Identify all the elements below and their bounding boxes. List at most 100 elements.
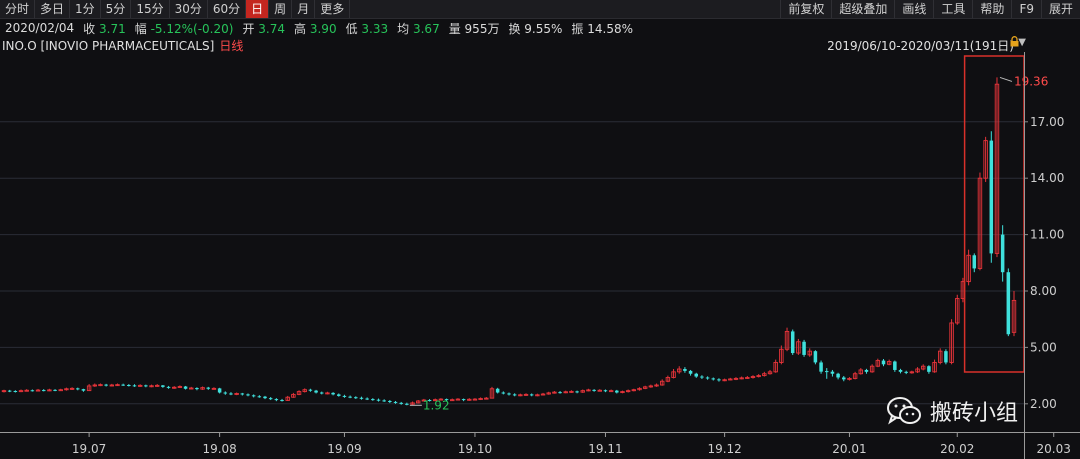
candle-body [195, 388, 199, 390]
tab-1[interactable]: 多日 [35, 0, 71, 18]
tab-0[interactable]: 分时 [0, 0, 36, 18]
candle-body [455, 398, 461, 401]
highlight-box [963, 55, 1025, 373]
tab-3[interactable]: 5分 [101, 0, 132, 18]
wechat-icon [887, 397, 921, 425]
candle-body [529, 394, 534, 396]
candle-body [507, 393, 511, 395]
candle-body [813, 351, 818, 363]
dropdown-triangle-icon[interactable]: ▼ [1018, 37, 1026, 48]
candle-body [206, 387, 211, 389]
candle-body [127, 385, 131, 386]
candle-body [92, 384, 97, 387]
candle-body [784, 330, 790, 350]
candle-body [615, 390, 619, 393]
toolbar-menu-1[interactable]: 超级叠加 [831, 0, 894, 18]
candle-body [382, 400, 386, 402]
candle-body [489, 388, 495, 399]
candle-body [994, 83, 1000, 254]
candle-body [189, 387, 194, 390]
tab-5[interactable]: 30分 [170, 0, 208, 18]
tab-8[interactable]: 周 [269, 0, 293, 18]
candle-body [625, 390, 631, 393]
candle-body [1011, 299, 1017, 333]
candle-body [280, 400, 284, 402]
x-tick-label: 19.12 [707, 442, 741, 456]
candle-body [229, 393, 233, 395]
candle-body [200, 387, 205, 390]
candle-body [739, 377, 744, 380]
candle-body [251, 395, 256, 397]
toolbar-menu-2[interactable]: 画线 [894, 0, 933, 18]
open-label: 开 [242, 21, 255, 36]
tab-6[interactable]: 60分 [208, 0, 247, 18]
candle-body [76, 388, 80, 390]
candle-body [745, 377, 750, 379]
candle-body [620, 391, 625, 394]
x-tick-label: 19.11 [588, 442, 622, 456]
candle-body [683, 369, 687, 371]
tab-9[interactable]: 月 [292, 0, 316, 18]
candle-body [790, 331, 795, 354]
high-value: 3.90 [309, 21, 337, 36]
tab-2[interactable]: 1分 [70, 0, 101, 18]
min-price-label: 1.92 [423, 398, 450, 412]
toolbar-menu-0[interactable]: 前复权 [780, 0, 831, 18]
candle-body [86, 385, 92, 392]
candle-body [540, 393, 546, 396]
candle-body [484, 397, 489, 400]
candle-body [217, 388, 222, 393]
candle-body [359, 397, 364, 399]
candle-body [296, 391, 302, 395]
candle-body [319, 392, 324, 394]
candle-body [688, 370, 693, 374]
toolbar-menu-5[interactable]: F9 [1011, 0, 1041, 18]
tab-7[interactable]: 日 [246, 0, 270, 18]
toolbar-menu-6[interactable]: 展开 [1040, 0, 1080, 18]
candle-body [881, 360, 886, 365]
low-label: 低 [345, 21, 358, 36]
candle-body [659, 380, 665, 386]
x-tick-label: 20.03 [1037, 442, 1071, 456]
amplitude-value: 14.58% [587, 21, 634, 36]
candle-body [331, 392, 335, 395]
date-range[interactable]: 2019/06/10-2020/03/11(191日) [827, 39, 1014, 53]
candle-body [166, 386, 171, 388]
candle-body [399, 402, 403, 404]
candle-body [69, 387, 75, 390]
candle-body [410, 402, 415, 405]
toolbar-menu-4[interactable]: 帮助 [972, 0, 1011, 18]
candle-body [983, 140, 988, 179]
candle-body [819, 362, 823, 372]
candle-body [109, 384, 115, 387]
candle-body [388, 400, 392, 402]
candle-body [302, 389, 307, 393]
candle-body [450, 399, 455, 402]
candle-body [972, 255, 977, 269]
candle-body [58, 389, 63, 392]
y-tick-label: 2.00 [1030, 397, 1057, 411]
candle-body [342, 395, 347, 397]
toolbar-menu-3[interactable]: 工具 [933, 0, 972, 18]
candle-body [24, 389, 29, 392]
candle-body [631, 389, 637, 392]
candle-body [909, 371, 915, 374]
tab-10[interactable]: 更多 [315, 0, 351, 18]
candle-body [989, 140, 994, 254]
tab-4[interactable]: 15分 [131, 0, 170, 18]
candle-body [98, 384, 103, 387]
period-label: 日线 [219, 39, 244, 53]
candle-body [535, 394, 540, 397]
max-pointer [999, 76, 1013, 82]
x-tick-label: 19.08 [202, 442, 236, 456]
candle-body [41, 390, 46, 392]
candle-body [115, 384, 120, 387]
candle-body [904, 371, 908, 373]
turnover-label: 换 [508, 21, 521, 36]
candle-body [546, 392, 551, 395]
candle-body [1, 390, 7, 393]
lock-icon[interactable] [1010, 36, 1019, 50]
candle-body [767, 371, 773, 375]
candle-body [18, 390, 24, 393]
